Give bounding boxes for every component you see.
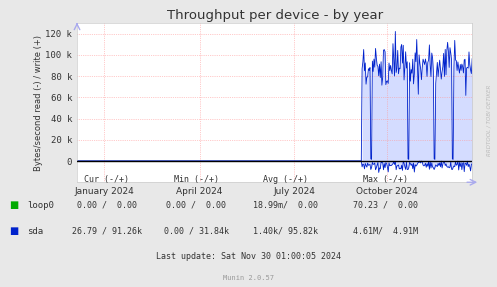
Text: loop0: loop0 <box>27 201 54 210</box>
Text: 4.61M/  4.91M: 4.61M/ 4.91M <box>353 226 417 236</box>
Text: Max (-/+): Max (-/+) <box>363 175 408 184</box>
Y-axis label: Bytes/second read (-) / write (+): Bytes/second read (-) / write (+) <box>33 35 43 170</box>
Text: Munin 2.0.57: Munin 2.0.57 <box>223 276 274 281</box>
Text: Avg (-/+): Avg (-/+) <box>263 175 308 184</box>
Text: ■: ■ <box>9 200 18 210</box>
Text: 70.23 /  0.00: 70.23 / 0.00 <box>353 201 417 210</box>
Text: ■: ■ <box>9 226 18 236</box>
Text: Last update: Sat Nov 30 01:00:05 2024: Last update: Sat Nov 30 01:00:05 2024 <box>156 252 341 261</box>
Text: sda: sda <box>27 226 43 236</box>
Text: 0.00 /  0.00: 0.00 / 0.00 <box>77 201 137 210</box>
Text: 0.00 / 31.84k: 0.00 / 31.84k <box>164 226 229 236</box>
Text: 1.40k/ 95.82k: 1.40k/ 95.82k <box>253 226 318 236</box>
Text: Cur (-/+): Cur (-/+) <box>84 175 129 184</box>
Text: Min (-/+): Min (-/+) <box>174 175 219 184</box>
Text: 18.99m/  0.00: 18.99m/ 0.00 <box>253 201 318 210</box>
Text: 0.00 /  0.00: 0.00 / 0.00 <box>166 201 226 210</box>
Text: RRDTOOL / TOBI OETIKER: RRDTOOL / TOBI OETIKER <box>486 85 491 156</box>
Title: Throughput per device - by year: Throughput per device - by year <box>166 9 383 22</box>
Text: 26.79 / 91.26k: 26.79 / 91.26k <box>72 226 142 236</box>
